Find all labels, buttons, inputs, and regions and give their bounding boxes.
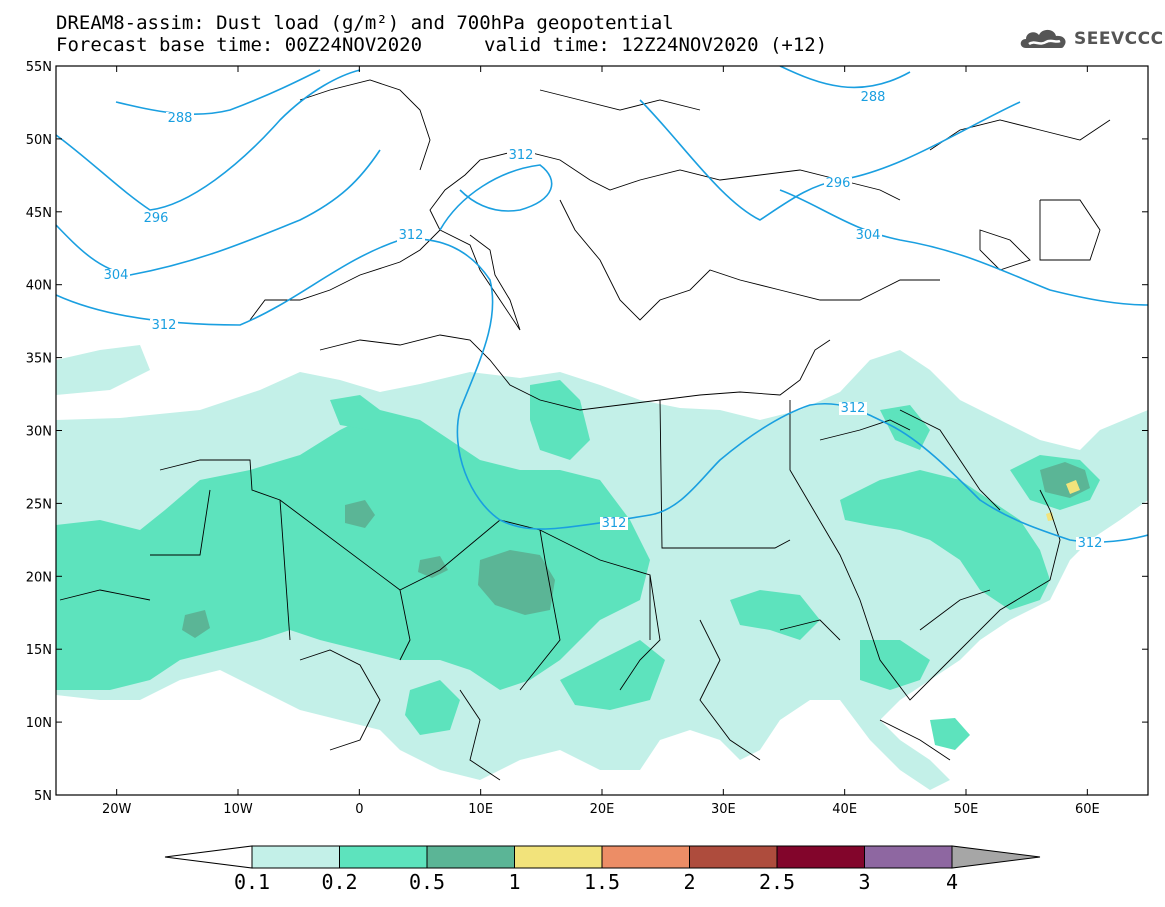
lon-tick-label: 10W bbox=[223, 802, 253, 817]
colorbar-segment bbox=[251, 845, 340, 869]
map-title: DREAM8-assim: Dust load (g/m²) and 700hP… bbox=[56, 12, 674, 34]
lon-tick-label: 60E bbox=[1075, 802, 1100, 817]
colorbar-label: 2.5 bbox=[759, 870, 795, 894]
colorbar-label: 4 bbox=[946, 870, 958, 894]
lat-tick-label: 40N bbox=[26, 279, 52, 294]
contour-label: 312 bbox=[841, 401, 866, 416]
colorbar-segment bbox=[776, 845, 865, 869]
colorbar-segment bbox=[339, 845, 428, 869]
colorbar: 0.1 0.2 0.5 1 1.5 2 2.5 3 4 bbox=[164, 845, 1041, 894]
contour-label: 304 bbox=[104, 268, 129, 283]
logo-text: SEEVCCC bbox=[1074, 29, 1164, 49]
colorbar-label: 0.1 bbox=[234, 870, 270, 894]
lon-tick-label: 20W bbox=[102, 802, 132, 817]
contour-label: 312 bbox=[152, 318, 177, 333]
lat-tick-label: 20N bbox=[26, 570, 52, 585]
lon-tick-label: 40E bbox=[832, 802, 857, 817]
colorbar-segment bbox=[514, 845, 603, 869]
contour-label: 312 bbox=[399, 228, 424, 243]
lat-tick-label: 25N bbox=[26, 497, 52, 512]
contour-label: 304 bbox=[856, 228, 881, 243]
lat-tick-label: 5N bbox=[34, 789, 52, 804]
cloud-logo-icon bbox=[1020, 29, 1066, 48]
colorbar-label: 2 bbox=[683, 870, 695, 894]
lon-tick-label: 0 bbox=[355, 802, 363, 817]
contour-label: 288 bbox=[168, 111, 193, 126]
colorbar-label: 0.2 bbox=[321, 870, 357, 894]
lat-tick-label: 55N bbox=[26, 60, 52, 75]
colorbar-label: 1 bbox=[508, 870, 520, 894]
seevccc-logo: SEEVCCC bbox=[1018, 26, 1164, 52]
colorbar-label: 3 bbox=[858, 870, 870, 894]
lon-tick-label: 10E bbox=[468, 802, 493, 817]
contour-labels: 288 288 296 296 304 304 312 312 312 312 312 312 bbox=[102, 90, 1104, 551]
country-borders bbox=[59, 79, 1111, 781]
lat-tick-label: 35N bbox=[26, 352, 52, 367]
contour-label: 296 bbox=[826, 176, 851, 191]
longitude-axis: 20W 10W 0 10E 20E 30E 40E 50E 60E bbox=[102, 66, 1100, 817]
dust-field-peak bbox=[1046, 480, 1080, 521]
contour-label: 296 bbox=[144, 211, 169, 226]
lat-tick-label: 45N bbox=[26, 206, 52, 221]
colorbar-segment bbox=[426, 845, 515, 869]
map-subtitle: Forecast base time: 00Z24NOV2020 valid ti… bbox=[56, 34, 827, 56]
valid-time: valid time: 12Z24NOV2020 (+12) bbox=[484, 34, 828, 56]
colorbar-segment bbox=[864, 845, 953, 869]
contour-label: 288 bbox=[861, 90, 886, 105]
colorbar-over-triangle bbox=[951, 845, 1041, 869]
lon-tick-label: 50E bbox=[954, 802, 979, 817]
lon-tick-label: 30E bbox=[711, 802, 736, 817]
contour-label: 312 bbox=[509, 148, 534, 163]
lat-tick-label: 10N bbox=[26, 716, 52, 731]
colorbar-label: 1.5 bbox=[584, 870, 620, 894]
forecast-base-time: Forecast base time: 00Z24NOV2020 bbox=[56, 34, 423, 56]
colorbar-segment bbox=[689, 845, 778, 869]
colorbar-label: 0.5 bbox=[409, 870, 445, 894]
latitude-axis: 55N 50N 45N 40N 35N 30N 25N 20N 15N 10N 5N bbox=[26, 60, 1148, 804]
map-panel bbox=[56, 66, 1148, 795]
colorbar-segment bbox=[601, 845, 690, 869]
geopotential-contours bbox=[56, 66, 1148, 543]
lat-tick-label: 15N bbox=[26, 643, 52, 658]
contour-label: 312 bbox=[1078, 536, 1103, 551]
contour-label: 312 bbox=[602, 516, 627, 531]
lat-tick-label: 50N bbox=[26, 133, 52, 148]
colorbar-under-triangle bbox=[164, 845, 253, 869]
lon-tick-label: 20E bbox=[590, 802, 615, 817]
lat-tick-label: 30N bbox=[26, 425, 52, 440]
